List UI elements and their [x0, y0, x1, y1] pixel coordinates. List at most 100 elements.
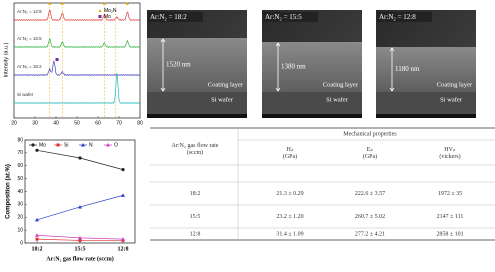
- thickness-label: 1380 nm: [281, 63, 306, 71]
- x-tick-label: 60: [95, 120, 101, 126]
- table-cell: 21.3 ± 0.29: [276, 191, 303, 197]
- table-cell: 2147 ± 111: [437, 214, 464, 220]
- legend-square: [98, 15, 102, 18]
- header-line: (sccm): [187, 149, 203, 156]
- label-box: [377, 12, 432, 22]
- data-point: [78, 156, 82, 160]
- data-point: [35, 237, 39, 241]
- table-cell: 18:2: [190, 191, 201, 197]
- xrd-trace: [13, 9, 141, 21]
- xrd-trace: [13, 37, 141, 48]
- trace-label: Si wafer: [17, 92, 34, 97]
- sem-footer: [147, 114, 247, 118]
- si-wafer: [376, 92, 476, 114]
- x-tick-label: 80: [137, 120, 143, 126]
- legend-label: Mo: [104, 14, 111, 20]
- data-point: [121, 168, 125, 172]
- coating-layer: [262, 42, 362, 92]
- x-tick-label: 20: [11, 120, 17, 126]
- data-point: [35, 148, 39, 152]
- trace-label: Ar:N₂ = 18:2: [17, 64, 42, 69]
- x-axis-label: Ar:N₂ gas flow rate (sccm): [46, 255, 113, 262]
- y-tick-label: 80: [17, 137, 23, 143]
- table-cell: 23.2 ± 1.20: [276, 214, 303, 220]
- sem-label: Ar:N₂ = 15:5: [265, 13, 302, 21]
- legend-label: O: [114, 142, 118, 148]
- x-tick-label: 50: [74, 120, 80, 126]
- si-wafer: [147, 92, 247, 114]
- layer-label: Coating layer: [208, 81, 244, 88]
- thickness-label: 1520 nm: [166, 61, 191, 69]
- header-line: HVᵢₜ: [444, 147, 456, 153]
- legend-label: Mo₂N: [104, 8, 117, 14]
- x-tick-label: 40: [53, 120, 59, 126]
- trace-label: Ar:N₂ = 15:5: [17, 36, 42, 41]
- substrate-label: Si wafer: [211, 96, 234, 103]
- data-point: [78, 204, 82, 209]
- y-axis-label: Intensity (a.u.): [3, 42, 9, 77]
- plot-frame: [24, 139, 136, 244]
- y-tick-label: 40: [17, 189, 23, 195]
- y-axis-label: Composition (at.%): [6, 164, 12, 219]
- header-line: Hᵢₜ: [286, 147, 293, 153]
- x-tick-label: 15:5: [75, 246, 86, 252]
- header-line: Ar:N₂ gas flow rate: [172, 142, 219, 149]
- data-point: [78, 238, 82, 242]
- mo2n-marker: [60, 2, 64, 5]
- label-box: [148, 12, 203, 22]
- data-point: [121, 193, 125, 197]
- table-cell: 31.4 ± 1.09: [276, 231, 303, 237]
- arrow-head: [275, 42, 281, 92]
- header-line: (vickers): [439, 153, 460, 160]
- mo-marker: [55, 58, 59, 61]
- arrow-head: [389, 47, 395, 92]
- x-tick-label: 12:8: [118, 246, 129, 252]
- arrow-head: [160, 38, 166, 92]
- data-point: [35, 233, 39, 237]
- data-point: [78, 235, 82, 240]
- legend-label: Si: [64, 142, 68, 148]
- x-tick-label: 30: [32, 120, 38, 126]
- legend-marker: [81, 143, 85, 147]
- x-tick-label: 70: [116, 120, 122, 126]
- coating-layer: [376, 47, 476, 92]
- si-wafer: [262, 92, 362, 114]
- column-header: Ar:N₂ gas flow rate (sccm): [172, 142, 219, 156]
- legend-label: Mo: [39, 142, 46, 148]
- substrate-label: Si wafer: [326, 96, 349, 103]
- legend-label: N: [89, 142, 93, 148]
- mo2n-marker: [48, 2, 52, 5]
- header-line: Eᵢₜ: [367, 147, 374, 153]
- column-header: Eᵢₜ (GPa): [363, 147, 377, 160]
- y-tick-label: 20: [17, 215, 23, 221]
- y-tick-label: 70: [17, 150, 23, 156]
- group-header: Mechanical properties: [343, 131, 397, 137]
- xrd-trace: [13, 60, 141, 76]
- legend-marker: [56, 143, 60, 147]
- sem-footer: [376, 114, 476, 118]
- sem-label: Ar:N₂ = 12:8: [379, 13, 416, 21]
- mo2n-marker: [125, 2, 129, 5]
- y-tick-label: 0: [20, 240, 23, 246]
- sem-label: Ar:N₂ = 18:2: [150, 13, 187, 21]
- table-cell: 222.6 ± 3.57: [355, 191, 385, 197]
- legend-star: [98, 9, 102, 12]
- trace-label: Ar:N₂ = 12:8: [17, 9, 42, 14]
- substrate-label: Si wafer: [440, 96, 463, 103]
- table-cell: 12:8: [190, 231, 201, 237]
- table-cell: 2858 ± 101: [436, 231, 463, 237]
- layer-label: Coating layer: [437, 81, 473, 88]
- y-tick-label: 50: [17, 176, 23, 182]
- legend-marker: [31, 143, 35, 147]
- data-point: [121, 237, 125, 241]
- table-cell: 15:5: [190, 214, 201, 220]
- label-box: [263, 12, 318, 22]
- x-tick-label: 18:2: [32, 246, 43, 252]
- header-line: (GPa): [283, 153, 297, 160]
- y-tick-label: 60: [17, 163, 23, 169]
- layer-label: Coating layer: [323, 81, 359, 88]
- xrd-trace: [13, 73, 141, 104]
- mo2n-marker: [102, 2, 106, 5]
